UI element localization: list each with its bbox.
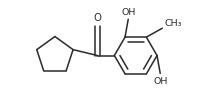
Text: OH: OH <box>153 76 167 85</box>
Text: CH₃: CH₃ <box>164 19 182 28</box>
Text: O: O <box>94 13 101 23</box>
Text: OH: OH <box>121 8 135 17</box>
